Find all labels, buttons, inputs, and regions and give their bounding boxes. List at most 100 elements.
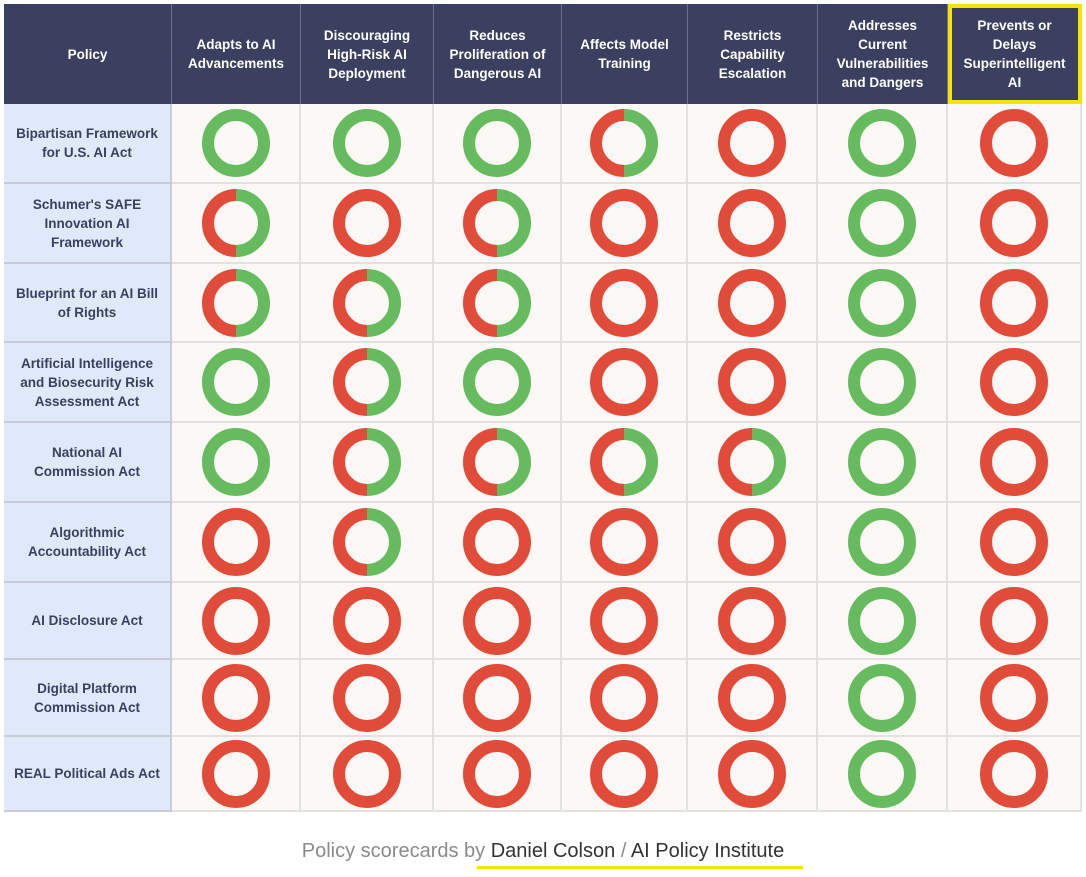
rating-cell <box>172 264 301 343</box>
ring-segment <box>235 268 270 337</box>
ring-segment <box>590 268 658 337</box>
rating-ring <box>848 663 916 732</box>
rating-cell <box>434 660 562 737</box>
ring-segment <box>848 586 916 655</box>
rating-ring <box>980 739 1048 808</box>
rating-ring <box>848 268 916 337</box>
rating-cell <box>818 737 948 812</box>
rating-cell <box>688 583 818 660</box>
ring-segment <box>848 428 916 496</box>
rating-cell <box>301 184 434 264</box>
column-header: Discouraging High-Risk AI Deployment <box>301 4 434 104</box>
rating-cell <box>172 660 301 737</box>
rating-cell <box>688 423 818 503</box>
author-link[interactable]: Daniel Colson <box>490 840 616 862</box>
rating-ring <box>718 109 786 177</box>
rating-cell <box>688 343 818 423</box>
rating-ring <box>463 109 531 177</box>
rating-cell <box>301 503 434 583</box>
rating-ring <box>980 428 1048 496</box>
policy-name: Schumer's SAFE Innovation AI Framework <box>4 184 172 264</box>
ring-segment <box>201 189 236 257</box>
ring-segment <box>366 268 401 337</box>
ring-segment <box>332 109 401 177</box>
ring-segment <box>848 348 916 416</box>
rating-ring <box>980 663 1048 732</box>
policy-name: AI Disclosure Act <box>4 583 172 660</box>
ring-segment <box>332 739 401 808</box>
column-header: Addresses Current Vulnerabilities and Da… <box>818 4 948 104</box>
rating-ring <box>590 739 658 808</box>
rating-ring <box>463 586 531 655</box>
policy-name: Algorithmic Accountability Act <box>4 503 172 583</box>
rating-ring <box>201 189 270 257</box>
rating-cell <box>688 737 818 812</box>
rating-ring <box>590 348 658 416</box>
ring-segment <box>590 586 658 655</box>
ring-segment <box>590 508 658 576</box>
rating-cell <box>434 184 562 264</box>
rating-cell <box>948 264 1082 343</box>
highlight-underline <box>477 866 803 869</box>
rating-ring <box>980 268 1048 337</box>
ring-segment <box>718 508 786 576</box>
rating-cell <box>948 184 1082 264</box>
rating-ring <box>332 663 401 732</box>
rating-cell <box>434 423 562 503</box>
rating-ring <box>332 109 401 177</box>
ring-segment <box>980 348 1048 416</box>
ring-segment <box>980 428 1048 496</box>
rating-cell <box>172 503 301 583</box>
rating-ring <box>332 739 401 808</box>
ring-segment <box>496 189 531 257</box>
ring-segment <box>235 189 270 257</box>
ring-segment <box>332 508 367 576</box>
rating-ring <box>201 268 270 337</box>
rating-ring <box>463 189 531 257</box>
ring-segment <box>201 428 270 496</box>
ring-segment <box>718 189 786 257</box>
rating-ring <box>718 739 786 808</box>
org-link[interactable]: AI Policy Institute <box>630 840 785 862</box>
rating-ring <box>332 428 401 496</box>
ring-segment <box>718 348 786 416</box>
rating-cell <box>818 184 948 264</box>
ring-segment <box>463 268 498 337</box>
ring-segment <box>201 348 270 416</box>
rating-ring <box>718 428 786 496</box>
ring-segment <box>496 428 531 496</box>
ring-segment <box>590 739 658 808</box>
rating-cell <box>948 104 1082 184</box>
rating-ring <box>332 189 401 257</box>
ring-segment <box>332 189 401 257</box>
rating-ring <box>201 348 270 416</box>
policy-name: Blueprint for an AI Bill of Rights <box>4 264 172 343</box>
rating-ring <box>201 663 270 732</box>
ring-segment <box>980 189 1048 257</box>
rating-ring <box>718 508 786 576</box>
ring-segment <box>332 348 367 416</box>
rating-cell <box>172 423 301 503</box>
column-header: Adapts to AI Advancements <box>172 4 301 104</box>
rating-cell <box>434 264 562 343</box>
column-header: Reduces Proliferation of Dangerous AI <box>434 4 562 104</box>
rating-ring <box>848 586 916 655</box>
ring-segment <box>332 428 367 496</box>
ring-segment <box>848 663 916 732</box>
scorecard-table: Policy Adapts to AI Advancements Discourag… <box>4 4 1082 812</box>
rating-ring <box>463 663 531 732</box>
ring-segment <box>980 268 1048 337</box>
rating-cell <box>172 737 301 812</box>
ring-segment <box>848 739 916 808</box>
ring-segment <box>718 428 753 496</box>
rating-ring <box>590 508 658 576</box>
ring-segment <box>718 663 786 732</box>
ring-segment <box>718 109 786 177</box>
rating-ring <box>590 109 658 177</box>
rating-cell <box>818 343 948 423</box>
rating-ring <box>718 586 786 655</box>
ring-segment <box>463 663 531 732</box>
ring-segment <box>980 109 1048 177</box>
rating-cell <box>301 583 434 660</box>
